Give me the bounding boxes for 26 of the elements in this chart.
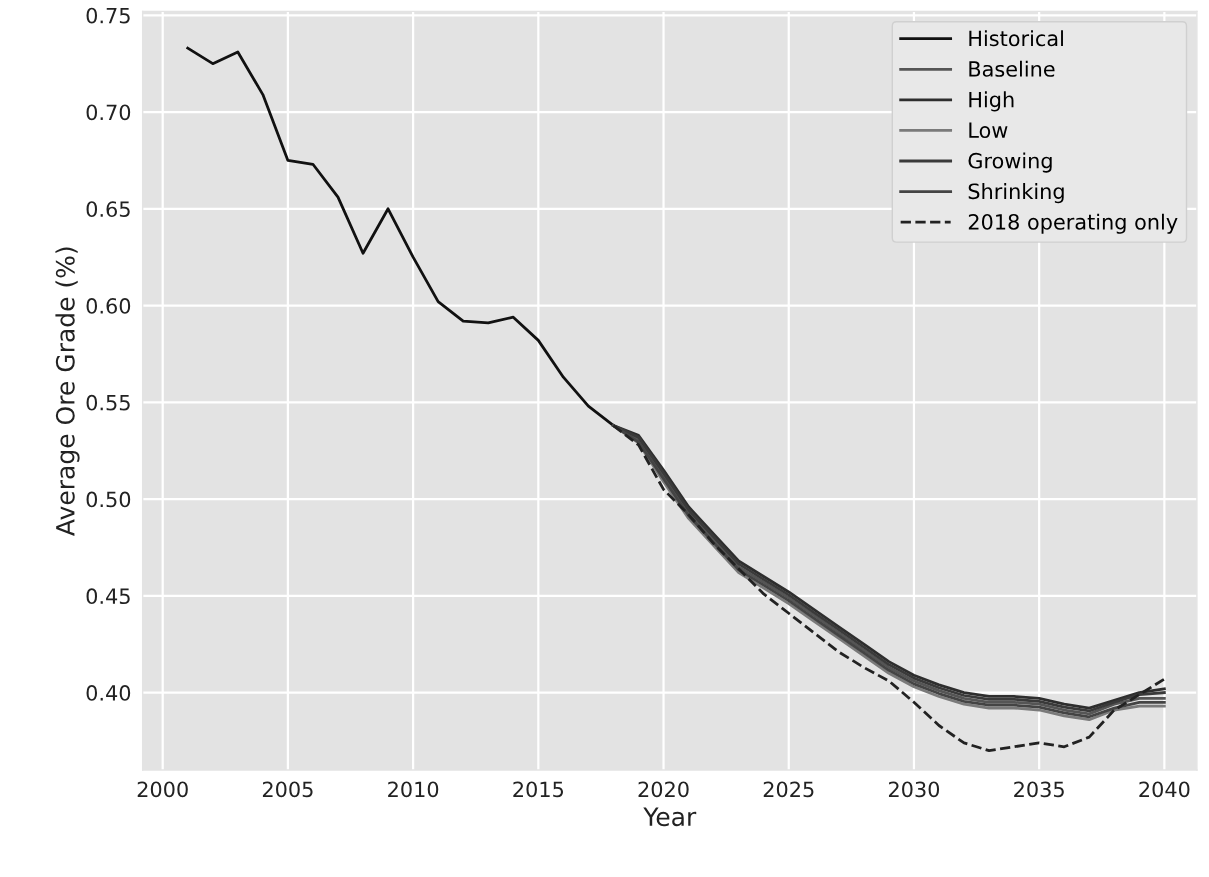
y-tick-label: 0.40 (86, 685, 131, 701)
y-tick-label: 0.65 (86, 201, 130, 217)
legend-label: Low (969, 122, 1008, 139)
x-tick-label: 2025 (763, 781, 814, 798)
x-tick-label: 2010 (388, 781, 439, 798)
x-tick-label: 2005 (262, 781, 313, 798)
legend-label: High (969, 91, 1014, 112)
x-tick-label: 2030 (888, 781, 940, 798)
x-tick-label: 2040 (1139, 781, 1190, 798)
y-tick-label: 0.50 (86, 491, 131, 508)
x-axis-title: Year (643, 807, 697, 827)
y-tick-label: 0.70 (86, 104, 131, 121)
y-axis-title: Average Ore Grade (%) (55, 247, 80, 536)
y-tick-label: 0.55 (86, 394, 130, 411)
legend-label: Growing (968, 152, 1052, 173)
x-tick-label: 2000 (137, 781, 188, 798)
legend-label: 2018 operating only (968, 213, 1178, 234)
x-tick-label: 2020 (638, 781, 689, 798)
legend-label: Baseline (969, 60, 1055, 77)
legend-label: Shrinking (968, 183, 1064, 204)
y-tick-label: 0.45 (86, 588, 130, 605)
x-tick-label: 2015 (513, 781, 564, 798)
x-tick-label: 2035 (1014, 781, 1064, 798)
legend-label: Historical (969, 30, 1063, 47)
y-tick-label: 0.60 (86, 298, 131, 314)
y-tick-label: 0.75 (86, 7, 130, 24)
